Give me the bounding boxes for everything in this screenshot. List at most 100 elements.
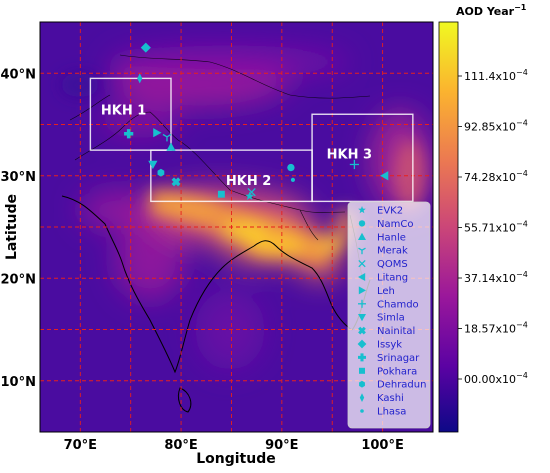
- station-marker: [358, 232, 366, 240]
- station-namco: [287, 163, 295, 172]
- station-qoms: [247, 188, 256, 197]
- hkh-regions: HKH 1 HKH 2 HKH 3: [89, 77, 414, 203]
- station-marker-stroke: [247, 188, 256, 197]
- x-axis-label: Longitude: [196, 451, 276, 467]
- station-marker: [153, 128, 162, 138]
- colorbar: AOD Year−1 111.4x10−4 92.85x10−4 74.28x10−…: [438, 3, 528, 433]
- colorbar-tick-label: 92.85x10−4: [464, 119, 528, 134]
- station-marker: [359, 380, 365, 388]
- station-marker: [359, 393, 365, 402]
- station-simla: [148, 160, 158, 170]
- colorbar-tick-label: 55.71x10−4: [464, 220, 528, 235]
- legend-label: Srinagar: [377, 353, 420, 364]
- colorbar-tick-label: 00.00x10−4: [464, 371, 528, 386]
- station-marker-stroke: [361, 247, 366, 251]
- station-srinagar: [124, 129, 134, 139]
- x-tick-label: 70°E: [64, 438, 97, 453]
- station-marker: [290, 177, 296, 182]
- legend-entry: Leh: [358, 286, 395, 297]
- station-marker: [287, 163, 295, 172]
- x-tick-label: 80°E: [164, 438, 197, 453]
- legend-label: Chamdo: [377, 299, 419, 310]
- station-marker: [358, 314, 366, 322]
- map-frame: [39, 21, 434, 433]
- station-kashi: [137, 73, 143, 84]
- legend-label: NamCo: [377, 219, 413, 230]
- station-marker: [380, 171, 389, 181]
- legend-entry: Pokhara: [359, 366, 417, 377]
- station-marker-shape: [358, 326, 366, 335]
- station-marker: [358, 286, 366, 295]
- legend-entry: Simla: [358, 313, 405, 324]
- station-marker: [140, 42, 151, 53]
- colorbar-ticks: 111.4x10−4 92.85x10−4 74.28x10−4 55.71x10−4…: [458, 68, 528, 386]
- region-label: HKH 3: [327, 147, 372, 162]
- legend-entry: Chamdo: [358, 299, 419, 310]
- station-merak: [162, 133, 172, 142]
- legend-entry: Hanle: [358, 232, 406, 243]
- legend-label: Merak: [377, 246, 408, 257]
- x-tick-labels: 70°E 80°E 90°E 100°E: [64, 438, 404, 453]
- station-hanle: [166, 142, 176, 151]
- station-marker: [148, 160, 158, 170]
- station-marker: [358, 273, 366, 281]
- station-evk2: [245, 191, 254, 200]
- legend-label: Lhasa: [377, 407, 406, 418]
- station-legend: EVK2 NamCo Hanle Merak QOMS Litang Leh Chamdo Si…: [347, 201, 431, 429]
- station-marker-stroke: [162, 133, 168, 138]
- y-tick-label: 30°N: [1, 170, 36, 185]
- legend-entry: Lhasa: [360, 407, 406, 418]
- station-marker: [171, 177, 181, 187]
- legend-label: Hanle: [377, 232, 406, 243]
- station-marker: [359, 367, 365, 374]
- legend-label: EVK2: [377, 206, 403, 217]
- legend-entry: EVK2: [358, 206, 403, 217]
- legend-entry: Dehradun: [359, 380, 426, 391]
- station-marker: [358, 259, 366, 268]
- station-marker-stroke: [358, 247, 363, 251]
- station-marker-stroke: [166, 133, 172, 138]
- legend-entry: Nainital: [358, 326, 415, 337]
- x-tick-label: 100°E: [361, 438, 404, 453]
- station-marker: [358, 353, 366, 362]
- colorbar-title: AOD Year−1: [456, 3, 527, 18]
- station-marker: [157, 168, 165, 177]
- station-marker-shape: [171, 177, 181, 187]
- station-marker: [358, 247, 366, 255]
- station-marker: [357, 339, 367, 349]
- legend-entry: Kashi: [359, 393, 404, 404]
- colorbar-tick-label: 37.14x10−4: [464, 270, 528, 285]
- legend-label: Pokhara: [377, 366, 417, 377]
- station-chamdo: [349, 159, 359, 170]
- y-tick-label: 40°N: [1, 67, 36, 82]
- station-issyk: [140, 42, 151, 53]
- legend-label: Dehradun: [377, 380, 426, 391]
- station-marker: [358, 206, 366, 214]
- y-tick-label: 20°N: [1, 272, 36, 287]
- station-marker: [349, 159, 359, 170]
- station-leh: [153, 128, 162, 138]
- station-marker: [137, 73, 143, 84]
- legend-label: Leh: [377, 286, 395, 297]
- legend-entry: Merak: [358, 246, 408, 257]
- station-dehradun: [157, 168, 165, 177]
- station-lhasa: [290, 177, 296, 182]
- station-litang: [380, 171, 389, 181]
- legend-entry: QOMS: [358, 259, 408, 270]
- station-marker-stroke: [358, 259, 366, 268]
- station-marker: [162, 133, 172, 142]
- y-tick-label: 10°N: [1, 375, 36, 390]
- region-label: HKH 2: [226, 174, 271, 189]
- legend-label: Litang: [377, 273, 408, 284]
- station-marker: [358, 220, 366, 227]
- station-marker: [166, 142, 176, 151]
- x-tick-label: 90°E: [265, 438, 298, 453]
- colorbar-tick-label: 74.28x10−4: [464, 169, 528, 184]
- station-nainital: [171, 177, 181, 187]
- station-marker: [124, 129, 134, 139]
- region-label: HKH 1: [101, 103, 146, 118]
- legend-entry: Litang: [358, 273, 408, 284]
- station-marker: [247, 188, 256, 197]
- colorbar-gradient: [438, 21, 459, 433]
- station-marker: [358, 326, 366, 335]
